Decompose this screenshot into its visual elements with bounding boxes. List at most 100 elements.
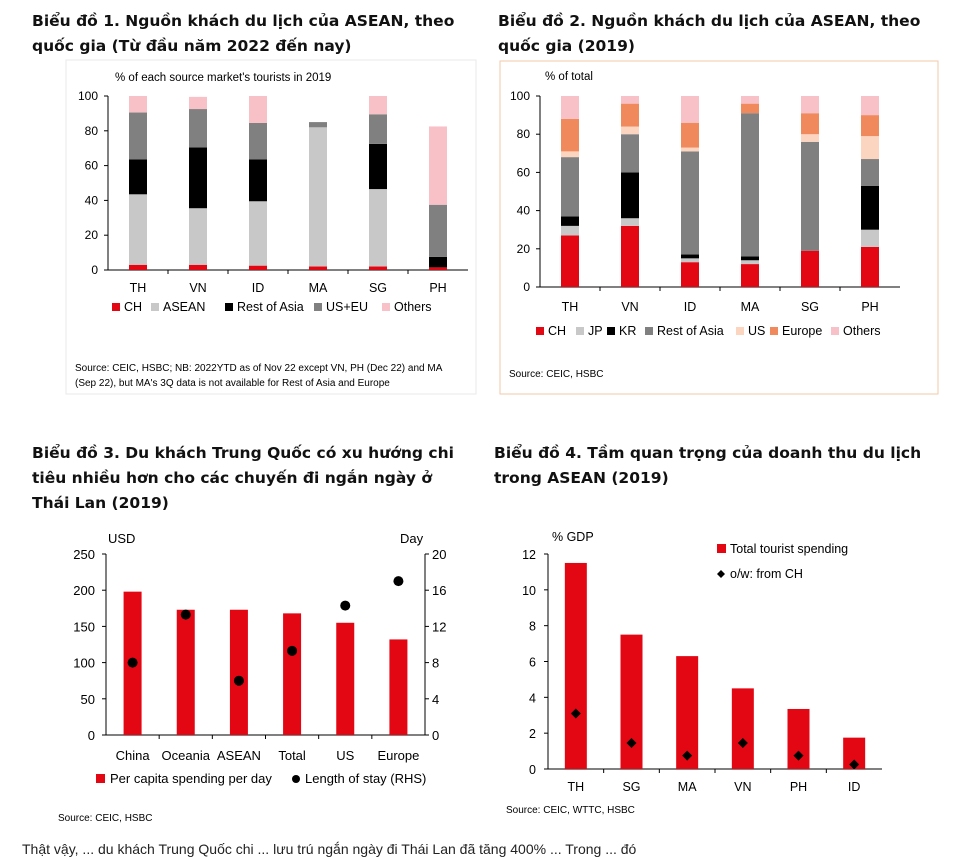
chart4-bar-total-spending [731, 688, 754, 769]
chart2-legend-label: CH [548, 324, 566, 338]
chart1-y-tick-label: 0 [91, 263, 98, 277]
chart1-source: Source: CEIC, HSBC; NB: 2022YTD as of No… [75, 363, 443, 374]
chart1-x-tick-label: SG [369, 281, 387, 295]
chart2-bar-ch [681, 262, 699, 287]
chart1-legend-label: CH [124, 300, 142, 314]
chart2-bar-kr [861, 185, 879, 230]
chart2-bar-rest-of-asia [561, 157, 579, 217]
chart3-x-tick-label: Europe [377, 748, 419, 763]
chart2-legend-swatch [831, 327, 839, 335]
chart2-bar-rest-of-asia [801, 141, 819, 251]
chart1-legend-swatch [382, 303, 390, 311]
chart2-bar-others [861, 96, 879, 116]
chart3-x-tick-label: Oceania [162, 748, 211, 763]
chart2-bar-rest-of-asia [741, 113, 759, 257]
chart1-bar-ch [429, 267, 447, 270]
chart2-y-axis-label: % of total [545, 71, 593, 83]
chart1-bar-asean [369, 189, 387, 267]
chart1-x-tick-label: MA [309, 281, 328, 295]
chart4-y-axis-label: % GDP [552, 530, 594, 544]
chart2-bar-ch [561, 235, 579, 287]
chart2-x-tick-label: TH [562, 300, 579, 314]
chart3-y-tick-label: 100 [73, 656, 95, 671]
chart1-title-line2: quốc gia (Từ đầu năm 2022 đến nay) [32, 37, 352, 55]
chart3-y2-tick-label: 12 [432, 619, 446, 634]
chart4-marker-from-ch [570, 708, 581, 719]
chart2-bar-europe [861, 115, 879, 137]
chart1-legend-swatch [112, 303, 120, 311]
chart2-bar-kr [621, 172, 639, 219]
chart2-bar-us [621, 126, 639, 135]
chart3-y-tick-label: 50 [81, 692, 95, 707]
chart1-legend-swatch [151, 303, 159, 311]
chart4-marker-from-ch [849, 759, 860, 770]
chart1-bar-us-eu [249, 122, 267, 160]
chart1-y-tick-label: 20 [85, 228, 99, 242]
chart2-bar-europe [681, 122, 699, 148]
chart2-bar-kr [681, 254, 699, 259]
chart1-x-tick-label: ID [252, 281, 265, 295]
chart1-bar-others [129, 96, 147, 113]
chart4-x-tick-label: ID [848, 780, 861, 794]
chart2-bar-jp [561, 225, 579, 236]
chart3-bar-spending [283, 613, 302, 735]
chart3-x-tick-label: China [116, 748, 151, 763]
chart1-bar-ch [309, 266, 327, 270]
chart4-legend-label-marker: o/w: from CH [730, 567, 803, 581]
chart1-bar-others [429, 126, 447, 205]
chart2-legend-swatch [645, 327, 653, 335]
chart1-bar-ch [129, 264, 147, 270]
chart2-legend-swatch [736, 327, 744, 335]
chart2-bar-others [801, 96, 819, 114]
chart3-y2-tick-label: 4 [432, 692, 439, 707]
chart2-bar-others [681, 96, 699, 123]
chart2-bar-rest-of-asia [621, 134, 639, 173]
chart1-x-tick-label: TH [130, 281, 147, 295]
chart2-legend-label: Others [843, 324, 881, 338]
chart3-source: Source: CEIC, HSBC [58, 813, 152, 824]
chart1-bar-asean [249, 201, 267, 266]
chart3-legend-label-dot: Length of stay (RHS) [305, 771, 426, 786]
chart3-title-line3: Thái Lan (2019) [32, 494, 169, 512]
chart1-bar-asean [309, 127, 327, 267]
chart2-legend-swatch [536, 327, 544, 335]
chart4-y-tick-label: 4 [529, 691, 536, 705]
chart4-x-tick-label: TH [567, 780, 584, 794]
chart2-y-tick-label: 100 [510, 89, 530, 103]
chart4-x-tick-label: VN [734, 780, 751, 794]
chart1-bar-us-eu [309, 122, 327, 128]
chart2-x-tick-label: VN [621, 300, 638, 314]
chart2-title: Biểu đồ 2. Nguồn khách du lịch của ASEAN… [498, 9, 920, 59]
chart2-bar-kr [561, 216, 579, 226]
chart1-legend-swatch [225, 303, 233, 311]
chart2-bar-us [681, 147, 699, 152]
chart1-title: Biểu đồ 1. Nguồn khách du lịch của ASEAN… [32, 9, 454, 59]
chart2-title-line2: quốc gia (2019) [498, 37, 635, 55]
chart2-frame [499, 60, 939, 395]
chart2-bar-us [561, 151, 579, 158]
chart4-legend-swatch-bar [717, 544, 726, 553]
chart2-legend-label: US [748, 324, 765, 338]
chart4-x-tick-label: SG [622, 780, 640, 794]
chart3-y2-tick-label: 0 [432, 728, 439, 743]
chart2-y-tick-label: 40 [517, 204, 531, 218]
chart2-y-tick-label: 60 [517, 165, 531, 179]
chart2-bar-kr [741, 256, 759, 261]
chart1-bar-rest-of-asia [129, 159, 147, 195]
chart3-y-axis-label: USD [108, 531, 135, 546]
body-text-fragment: Thật vậy, ... du khách Trung Quốc chi ..… [22, 841, 637, 857]
chart1-bar-us-eu [369, 114, 387, 144]
chart2-legend-swatch [607, 327, 615, 335]
chart1-bar-rest-of-asia [249, 159, 267, 202]
chart1-y-tick-label: 40 [85, 193, 99, 207]
chart2-y-tick-label: 20 [517, 242, 531, 256]
chart4-source: Source: CEIC, WTTC, HSBC [506, 805, 635, 816]
chart3-bar-spending [229, 609, 248, 735]
chart1-x-tick-label: PH [429, 281, 446, 295]
chart2-legend-label: JP [588, 324, 603, 338]
chart3-legend-label-bar: Per capita spending per day [110, 771, 272, 786]
chart1-bar-others [369, 96, 387, 115]
chart3-title-line1: Biểu đồ 3. Du khách Trung Quốc có xu hướ… [32, 444, 454, 462]
chart1-bar-rest-of-asia [189, 147, 207, 209]
chart3-y2-tick-label: 20 [432, 547, 446, 562]
